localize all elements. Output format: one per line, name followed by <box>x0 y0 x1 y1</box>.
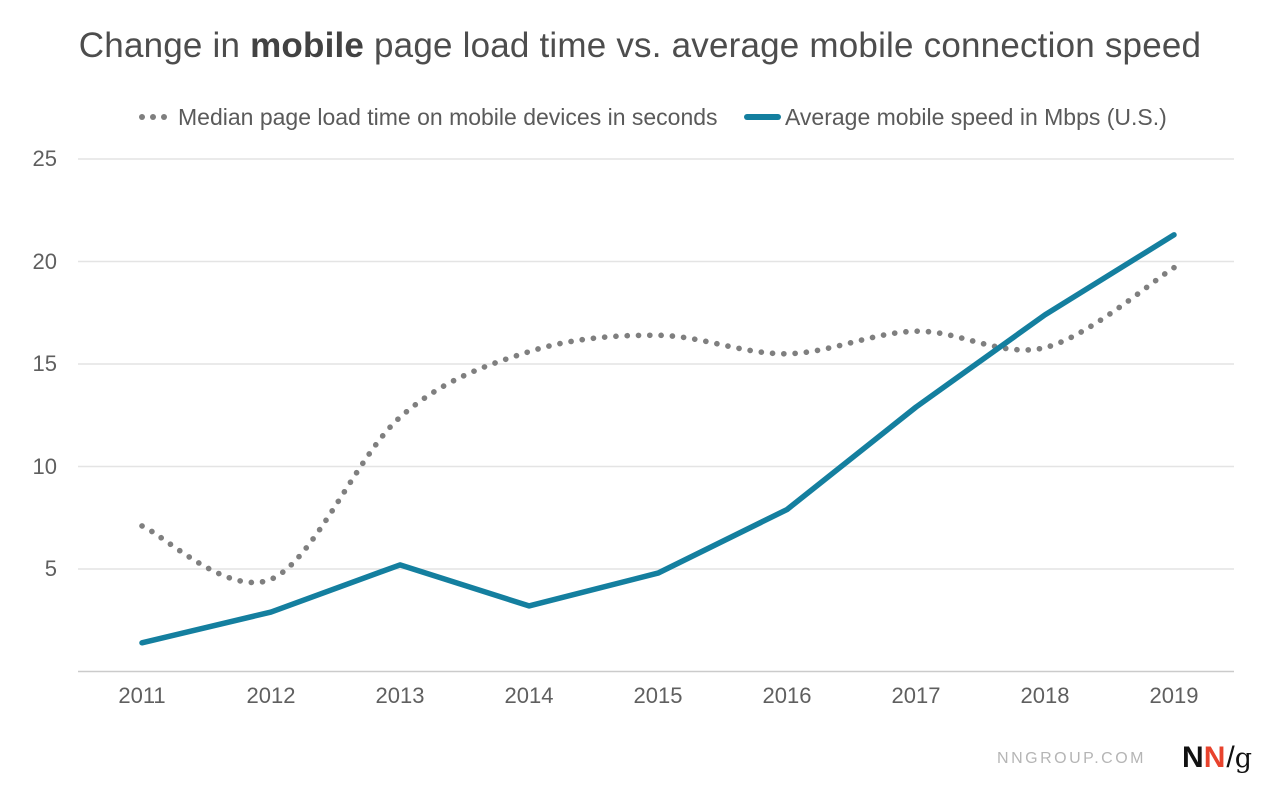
chart-title-prefix: Change in <box>78 26 251 65</box>
x-tick-label-2012: 2012 <box>246 683 296 708</box>
dotted-line-swatch-icon <box>139 114 172 120</box>
solid-line-swatch-icon <box>744 114 781 120</box>
footer: NNGROUP.COM NN/g <box>997 743 1252 774</box>
legend-item-mobile-speed: Average mobile speed in Mbps (U.S.) <box>744 101 1167 133</box>
x-tick-label-2011: 2011 <box>118 683 166 708</box>
legend-label-mobile-speed: Average mobile speed in Mbps (U.S.) <box>785 103 1167 130</box>
x-tick-label-2014: 2014 <box>504 683 554 708</box>
legend-item-load-time: Median page load time on mobile devices … <box>139 101 718 133</box>
nng-logo-g: g <box>1234 743 1252 774</box>
y-tick-label-25: 25 <box>32 146 57 171</box>
chart-title-bold-word: mobile <box>250 26 365 65</box>
x-tick-label-2018: 2018 <box>1020 683 1070 708</box>
nng-logo: NN/g <box>1182 743 1252 774</box>
x-tick-label-2015: 2015 <box>633 683 683 708</box>
legend-label-load-time: Median page load time on mobile devices … <box>178 103 718 130</box>
nng-logo-n1: N <box>1182 741 1204 774</box>
series-line-load-time <box>139 264 1177 586</box>
chart-title: Change in mobile page load time vs. aver… <box>0 26 1280 66</box>
chart-title-suffix: page load time vs. average mobile connec… <box>364 26 1202 65</box>
nng-logo-n2: N <box>1203 741 1226 774</box>
x-tick-label-2019: 2019 <box>1149 683 1199 708</box>
y-tick-label-10: 10 <box>32 453 57 479</box>
series-line-mobile-speed <box>139 232 1177 646</box>
footer-site-url: NNGROUP.COM <box>997 749 1147 767</box>
y-tick-label-15: 15 <box>32 351 57 376</box>
x-tick-label-2017: 2017 <box>891 683 941 708</box>
nng-logo-slash: / <box>1226 741 1235 774</box>
y-tick-label-5: 5 <box>44 556 57 581</box>
x-tick-label-2016: 2016 <box>762 683 812 708</box>
y-tick-label-20: 20 <box>32 248 57 274</box>
x-tick-label-2013: 2013 <box>375 683 425 708</box>
